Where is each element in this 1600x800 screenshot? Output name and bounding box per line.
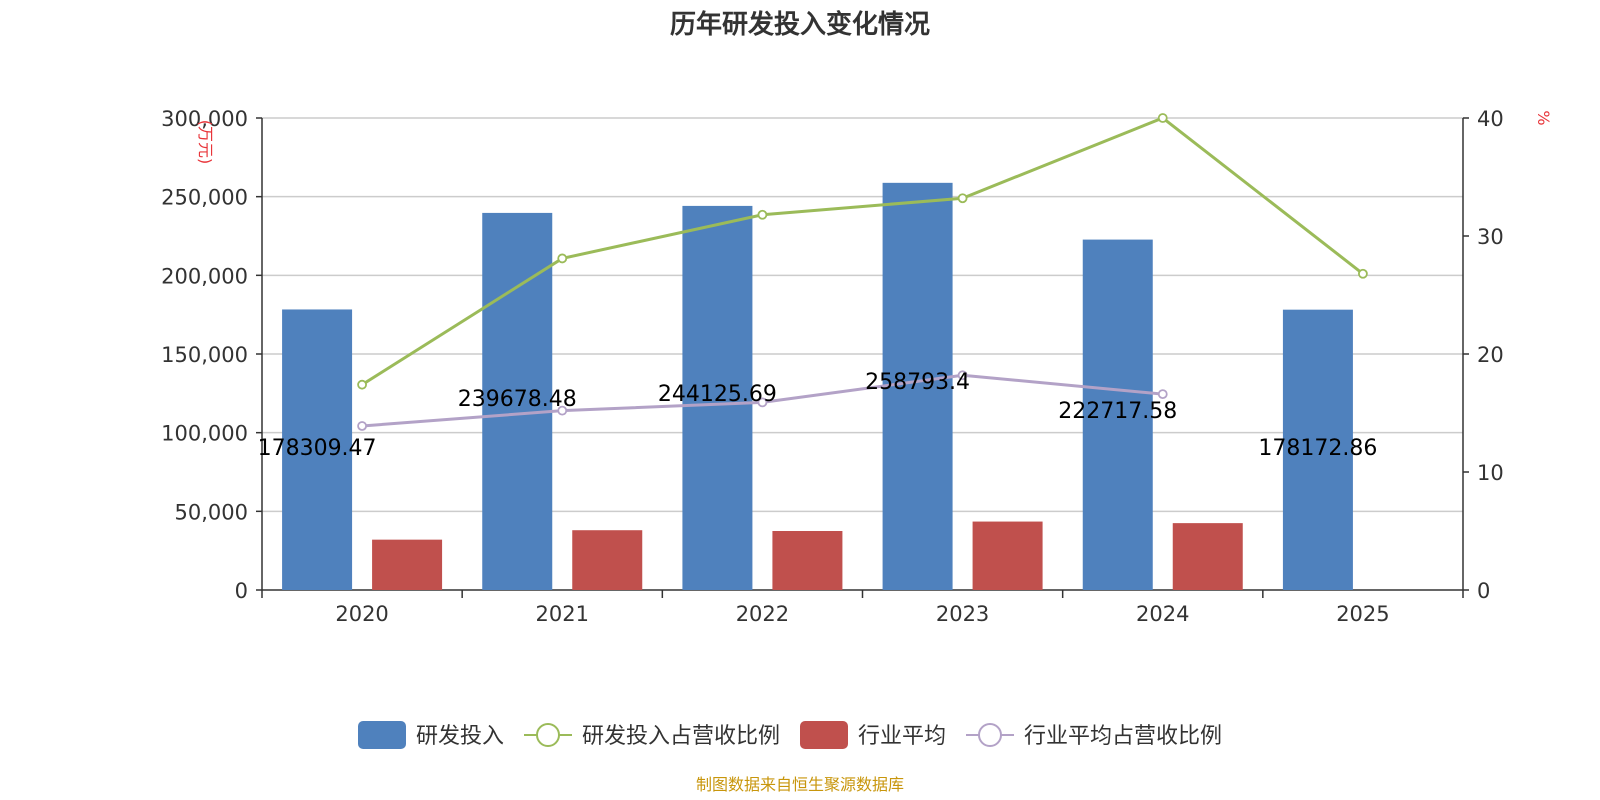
bar (882, 182, 953, 590)
line-point (757, 397, 768, 408)
bar-data-label: 239678.48 (458, 387, 577, 412)
right-axis-unit: % (1534, 110, 1553, 125)
line-point (957, 370, 968, 381)
bar (1172, 523, 1243, 590)
left-axis-tick-label: 100,000 (161, 422, 248, 446)
bar (772, 531, 843, 590)
x-axis-tick-label: 2023 (936, 602, 989, 626)
bars (282, 182, 1353, 590)
right-axis-tick-label: 40 (1477, 107, 1504, 131)
line-point (557, 253, 568, 264)
line-point (1358, 268, 1368, 279)
line-point (357, 421, 367, 431)
bar (1082, 239, 1153, 590)
legend-swatch-marker (536, 723, 560, 747)
legend-label: 行业平均 (858, 724, 946, 749)
source-note: 制图数据来自恒生聚源数据库 (696, 775, 904, 794)
legend-swatch-bar (800, 721, 848, 749)
axes: 0 50,000 100,000 150,000 200,000 250,000 300,0… (161, 107, 1553, 626)
x-axis-tick-label: 2021 (536, 602, 589, 626)
x-axis-tick-label: 2020 (335, 602, 388, 626)
line-point (1157, 389, 1168, 400)
right-axis-tick-label: 0 (1477, 579, 1490, 603)
bar-data-label: 258793.4 (865, 370, 970, 395)
left-axis-unit: (万元) (196, 120, 215, 165)
legend-label: 行业平均占营收比例 (1024, 724, 1222, 749)
left-axis-tick-label: 50,000 (175, 500, 248, 524)
bar (372, 539, 443, 590)
left-axis-tick-label: 150,000 (161, 343, 248, 367)
line-point (557, 405, 568, 416)
x-axis-tick-label: 2024 (1136, 602, 1189, 626)
line-point (757, 209, 768, 220)
right-axis-tick-label: 10 (1477, 461, 1504, 485)
left-axis-tick-label: 0 (235, 579, 248, 603)
bar (1282, 309, 1353, 590)
right-axis-tick-label: 20 (1477, 343, 1504, 367)
lines (357, 113, 1368, 431)
bar-data-label: 178309.47 (258, 436, 377, 461)
left-axis-tick-label: 300,000 (161, 107, 248, 131)
bar-data-label: 178172.86 (1258, 436, 1377, 461)
line-point (357, 379, 367, 390)
line-point (957, 193, 968, 204)
x-axis-tick-label: 2025 (1336, 602, 1389, 626)
bar (682, 205, 753, 590)
bar (972, 521, 1043, 590)
bar-data-label: 244125.69 (658, 382, 777, 407)
legend-swatch-bar (358, 721, 406, 749)
line-point (1157, 113, 1168, 123)
bar-data-label: 222717.58 (1058, 399, 1177, 424)
bar (482, 212, 553, 590)
legend-label: 研发投入 (416, 724, 504, 749)
right-axis-tick-label: 30 (1477, 225, 1504, 249)
chart-title: 历年研发投入变化情况 (670, 9, 930, 40)
data-labels: 178309.47 239678.48 244125.69 258793.4 22271… (258, 370, 1378, 461)
left-axis-tick-label: 200,000 (161, 264, 248, 288)
bar (572, 530, 643, 590)
legend-label: 研发投入占营收比例 (582, 724, 780, 749)
bar (282, 309, 353, 590)
legend-swatch-marker (978, 723, 1002, 747)
legend: 研发投入 研发投入占营收比例 行业平均 行业平均占营收比例 (358, 721, 1222, 749)
x-axis-tick-label: 2022 (736, 602, 789, 626)
left-axis-tick-label: 250,000 (161, 186, 248, 210)
series-line (361, 116, 1364, 386)
grid (262, 117, 1463, 513)
